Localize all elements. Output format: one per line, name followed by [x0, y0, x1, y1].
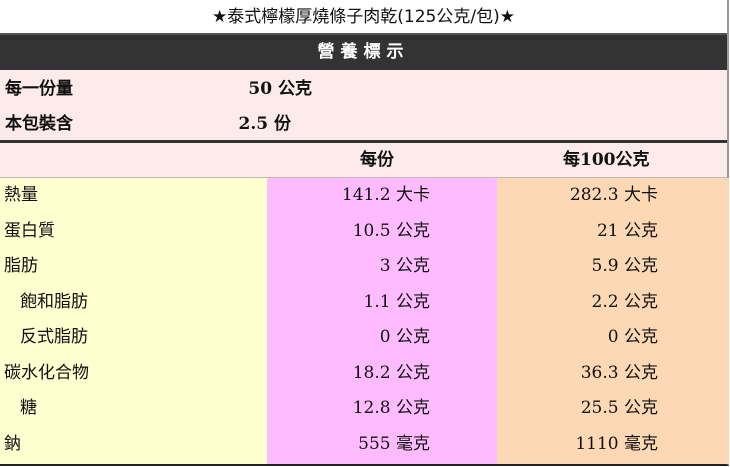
- per-100g-value: 25.5 公克: [580, 398, 658, 418]
- per-serving-value: 18.2 公克: [352, 362, 430, 383]
- per-serving-value: 1.1 公克: [363, 291, 430, 312]
- table-row: 反式脂肪 0 公克 0 公克: [0, 320, 728, 356]
- per-100g-value: 1110 毫克: [575, 433, 658, 454]
- table-row: 碳水化合物 18.2 公克 36.3 公克: [0, 356, 728, 392]
- serving-info: 每一份量 50 公克 本包裝含 2.5 份: [0, 70, 727, 143]
- per-100g-value: 36.3 公克: [580, 362, 658, 383]
- serving-label: 每一份量: [5, 79, 73, 99]
- serving-size-row: 每一份量 50 公克: [0, 72, 727, 107]
- nutrient-label: 碳水化合物: [4, 362, 89, 383]
- table-row: 糖 12.8 公克 25.5 公克: [0, 391, 728, 427]
- column-per-100g: 每100公克: [563, 150, 650, 170]
- nutrient-label: 糖: [20, 398, 37, 418]
- table-row: 脂肪 3 公克 5.9 公克: [0, 249, 728, 285]
- table-row: 蛋白質 10.5 公克 21 公克: [0, 214, 728, 250]
- serving-value: 2.5 份: [238, 114, 292, 134]
- table-row: 鈉 555 毫克 1110 毫克: [0, 427, 728, 463]
- per-serving-value: 141.2 大卡: [341, 185, 430, 205]
- per-100g-value: 5.9 公克: [591, 256, 658, 276]
- column-headers: 每份 每100公克: [0, 143, 727, 178]
- table-row: 飽和脂肪 1.1 公克 2.2 公克: [0, 285, 728, 321]
- nutrition-header: 營養標示: [0, 35, 727, 70]
- serving-value: 50 公克: [248, 79, 312, 99]
- per-serving-value: 3 公克: [379, 256, 430, 276]
- per-serving-value: 12.8 公克: [352, 398, 430, 418]
- per-serving-value: 0 公克: [379, 327, 430, 347]
- per-serving-value: 10.5 公克: [352, 220, 430, 241]
- nutrient-label: 飽和脂肪: [20, 291, 88, 312]
- nutrient-label: 鈉: [4, 433, 21, 454]
- per-100g-value: 0 公克: [607, 327, 658, 347]
- product-title: ★泰式檸檬厚燒條子肉乾(125公克/包)★: [0, 0, 727, 35]
- per-100g-value: 21 公克: [596, 220, 658, 241]
- nutrient-label: 反式脂肪: [20, 327, 88, 347]
- nutrient-label: 蛋白質: [4, 220, 55, 241]
- serving-label: 本包裝含: [5, 114, 73, 134]
- servings-per-package-row: 本包裝含 2.5 份: [0, 107, 727, 142]
- table-row: 熱量 141.2 大卡 282.3 大卡: [0, 178, 728, 214]
- nutrient-label: 脂肪: [4, 256, 38, 276]
- nutrient-table: 熱量 141.2 大卡 282.3 大卡蛋白質 10.5 公克 21 公克脂肪 3 公克 5…: [0, 178, 729, 464]
- column-per-serving: 每份: [360, 150, 394, 170]
- per-serving-value: 555 毫克: [358, 433, 430, 454]
- nutrient-label: 熱量: [4, 185, 38, 205]
- per-100g-value: 2.2 公克: [591, 291, 658, 312]
- per-100g-value: 282.3 大卡: [569, 185, 658, 205]
